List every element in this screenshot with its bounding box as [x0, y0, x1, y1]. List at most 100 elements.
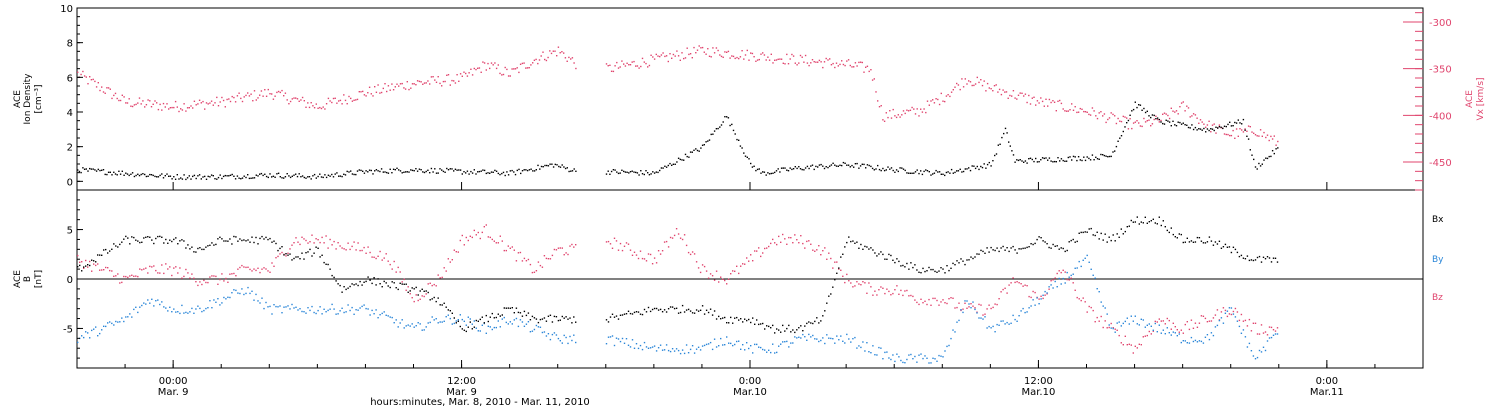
- data-point-bz: [443, 267, 445, 269]
- data-point-vx: [913, 108, 915, 110]
- data-point-ion-density: [952, 172, 954, 174]
- data-point-vx: [471, 74, 474, 76]
- data-point-by: [87, 332, 89, 334]
- data-point-ion-density: [224, 174, 226, 177]
- data-point-vx: [968, 80, 970, 82]
- data-point-vx: [973, 84, 975, 87]
- data-point-bx: [245, 240, 247, 242]
- data-point-by: [976, 312, 978, 314]
- data-point-ion-density: [878, 168, 881, 171]
- data-point-by: [1098, 291, 1100, 293]
- data-point-bx: [768, 325, 770, 328]
- data-point-by: [1140, 318, 1142, 320]
- data-point-bz: [91, 270, 93, 272]
- data-point-ion-density: [1256, 168, 1258, 170]
- data-point-by: [469, 318, 471, 320]
- data-point-vx: [322, 106, 324, 108]
- data-point-ion-density: [729, 124, 731, 127]
- data-point-ion-density: [126, 173, 129, 175]
- data-point-vx: [157, 108, 160, 111]
- data-point-bz: [499, 235, 501, 237]
- data-point-bz: [221, 273, 223, 275]
- data-point-bx: [928, 266, 930, 269]
- data-point-bz: [820, 254, 822, 256]
- data-point-ion-density: [238, 177, 240, 179]
- data-point-ion-density: [839, 164, 841, 166]
- data-point-by: [1184, 340, 1186, 342]
- data-point-bx: [547, 315, 550, 317]
- data-point-ion-density: [356, 170, 359, 172]
- data-point-ion-density: [1028, 158, 1030, 160]
- data-point-bx: [351, 283, 353, 285]
- data-point-bz: [317, 239, 319, 241]
- data-point-by: [902, 361, 904, 364]
- data-point-ion-density: [1223, 125, 1226, 127]
- data-point-ion-density: [882, 167, 884, 170]
- data-point-ion-density: [1021, 160, 1023, 162]
- data-point-ion-density: [1115, 145, 1118, 148]
- data-point-bx: [982, 250, 984, 253]
- ion-density-label-unit: [cm⁻³]: [34, 84, 44, 113]
- data-point-by: [657, 347, 660, 349]
- data-point-bx: [115, 245, 117, 247]
- data-point-vx: [707, 48, 709, 50]
- data-point-by: [333, 308, 335, 310]
- data-point-ion-density: [817, 166, 819, 168]
- data-point-by: [844, 342, 846, 344]
- data-point-vx: [442, 80, 445, 83]
- data-point-ion-density: [722, 121, 724, 123]
- data-point-bz: [1246, 325, 1249, 327]
- data-point-bz: [732, 270, 734, 272]
- data-point-bx: [728, 322, 730, 324]
- data-point-vx: [1026, 101, 1028, 104]
- data-point-bz: [367, 246, 369, 248]
- data-point-vx: [811, 59, 814, 61]
- data-point-ion-density: [310, 178, 312, 180]
- data-point-bx: [403, 283, 405, 285]
- data-point-bx: [319, 256, 321, 258]
- data-point-vx: [780, 58, 783, 60]
- data-point-by: [798, 336, 800, 338]
- data-point-by: [718, 345, 720, 347]
- top-panel-data: [77, 45, 1279, 181]
- data-point-ion-density: [150, 174, 153, 176]
- data-point-bx: [235, 236, 237, 238]
- data-point-by: [555, 334, 558, 336]
- data-point-vx: [535, 58, 537, 61]
- data-point-by: [870, 352, 872, 354]
- data-point-by: [1160, 332, 1162, 334]
- data-point-vx: [904, 112, 906, 115]
- data-point-bz: [952, 297, 954, 299]
- data-point-bz: [940, 301, 942, 303]
- data-point-bz: [159, 272, 161, 274]
- data-point-bx: [157, 235, 159, 238]
- data-point-bx: [1066, 249, 1068, 252]
- data-point-vx: [612, 70, 615, 73]
- data-point-bz: [337, 242, 339, 244]
- time-tick-date: Mar.10: [1021, 387, 1055, 398]
- data-point-ion-density: [236, 175, 239, 177]
- data-point-ion-density: [1151, 114, 1154, 116]
- data-point-ion-density: [502, 171, 505, 174]
- data-point-bx: [1194, 241, 1197, 243]
- data-point-ion-density: [1112, 151, 1114, 153]
- data-point-ion-density: [334, 173, 336, 175]
- data-point-bx: [501, 314, 503, 316]
- data-point-ion-density: [1016, 159, 1018, 161]
- data-point-ion-density: [665, 166, 668, 168]
- data-point-bz: [393, 260, 395, 263]
- data-point-bx: [1218, 240, 1221, 242]
- data-point-ion-density: [717, 127, 719, 130]
- data-point-bx: [878, 253, 880, 255]
- data-point-bx: [649, 310, 652, 313]
- data-point-bz: [473, 229, 475, 232]
- data-point-ion-density: [698, 150, 700, 152]
- data-point-bz: [960, 309, 962, 312]
- data-point-bz: [437, 274, 439, 276]
- data-point-by: [1266, 340, 1269, 342]
- data-point-ion-density: [277, 172, 280, 174]
- data-point-ion-density: [1126, 122, 1128, 124]
- data-point-vx: [1158, 121, 1160, 123]
- data-point-bx: [393, 282, 395, 284]
- data-point-vx: [489, 67, 491, 70]
